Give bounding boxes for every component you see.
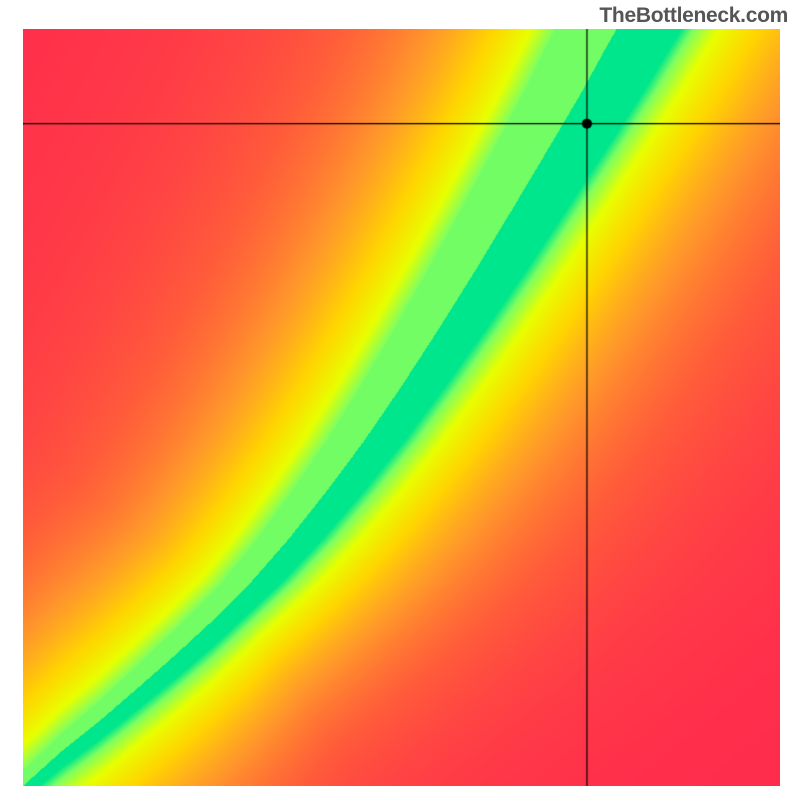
bottleneck-heatmap bbox=[23, 29, 780, 786]
heatmap-canvas bbox=[23, 29, 780, 786]
watermark-text: TheBottleneck.com bbox=[599, 4, 788, 28]
